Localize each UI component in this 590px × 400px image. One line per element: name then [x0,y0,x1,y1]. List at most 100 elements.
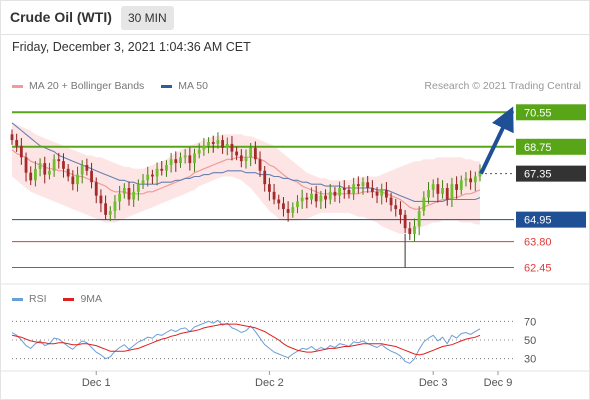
candle [385,182,388,203]
research-credit: Research © 2021 Trading Central [424,80,581,92]
candle [179,152,182,168]
candle-body [375,191,379,196]
candle [141,174,145,189]
candle-body [225,143,229,148]
candle [118,185,122,211]
candle-body [445,188,449,200]
level-label-63.80: 63.80 [524,237,552,249]
candle [352,177,356,200]
candle-body [380,189,384,196]
rsi-series-rsi [11,319,481,364]
candle-body [286,209,290,213]
candle-body [146,174,150,181]
legend-swatch-9ma [63,297,75,301]
candle [235,146,239,161]
candle [52,154,56,177]
candle [24,152,28,182]
candle [239,149,243,168]
candle-body [174,159,178,164]
legend-label-rsi: RSI [29,293,47,305]
candle-body [268,184,271,192]
candle [324,189,327,209]
candle [333,187,337,202]
candle [263,165,267,192]
candle-body [413,226,416,234]
candle [394,198,398,217]
candle [104,195,107,220]
candle-body [127,188,131,200]
price-legend: MA 20 + Bollinger Bands MA 50 [12,80,208,92]
level-tag-64.95: 64.95 [516,211,586,228]
candle-body [366,182,370,188]
candle [375,187,379,204]
legend-swatch-ma50 [161,84,173,88]
candle-body [356,184,360,187]
candle [146,166,150,187]
candle [85,158,89,176]
candle [361,177,365,195]
candle [94,177,98,204]
legend-item-ma20: MA 20 + Bollinger Bands [12,80,147,92]
legend-label-ma20: MA 20 + Bollinger Bands [29,80,145,92]
candle-body [417,211,421,227]
candle-body [450,184,454,200]
candle-body [291,207,295,213]
candle [66,164,70,182]
candle-body [108,211,112,215]
timeframe-button[interactable]: 30 MIN [121,6,174,30]
candle [473,171,477,192]
ma50-line [11,122,481,202]
candle-body [193,153,196,164]
projection-arrow [479,106,514,175]
candle-body [455,184,458,190]
candle-body [80,165,84,175]
candle-body [66,168,70,177]
x-tick-label: Dec 2 [255,377,284,389]
candle-body [52,159,56,171]
candle-body [94,182,98,196]
candle-body [122,188,126,194]
candle [291,202,295,218]
candle [90,162,93,189]
level-tag-67.35: 67.35 [516,165,586,182]
candle [366,175,370,193]
candle-body [29,172,33,181]
candle-body [464,178,468,181]
candle-body [132,191,136,200]
candle-body [48,170,51,175]
level-tag-bg [516,104,586,121]
candle-body [328,191,332,200]
candle-body [305,197,309,200]
candle [38,158,42,177]
candle [441,180,444,199]
candle-body [211,142,215,144]
candle-body [403,214,407,229]
candle-body [422,197,426,211]
candle-body [352,184,356,194]
rsi-tick-70: 70 [524,316,536,328]
candle-body [34,168,37,181]
candle-body [10,134,14,141]
candle-body [342,188,346,190]
candle [174,151,178,172]
candle [445,183,449,206]
candle [113,195,117,219]
candle-body [347,189,351,194]
level-tag-bg [516,138,586,155]
legend-item-rsi: RSI [12,293,49,305]
candle-body [160,168,164,171]
candle [459,175,463,195]
candle-body [155,168,159,177]
candle-body [151,174,154,177]
legend-item-9ma: 9MA [63,293,102,305]
candle [71,170,75,191]
candle-body [24,157,28,173]
candle [127,181,131,206]
bollinger-band-area [12,122,480,234]
level-tag-text: 67.35 [524,169,552,181]
candle [108,206,112,221]
candle [328,183,332,205]
candle-body [71,176,75,185]
candle-body [85,165,89,171]
